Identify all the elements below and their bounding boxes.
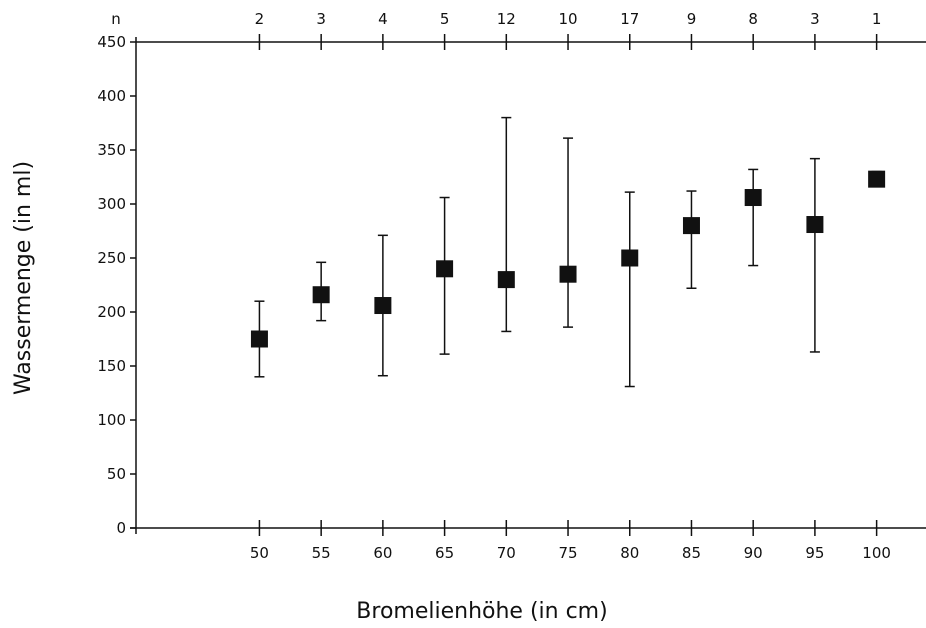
x-tick-label: 85 [682, 544, 701, 562]
top-n-ticks: 2 3 4 5 12 10 17 9 8 3 1 [255, 10, 882, 50]
data-point-square [312, 286, 330, 304]
y-tick-label: 0 [116, 519, 126, 537]
n-tick-label: 1 [872, 10, 882, 28]
data-point-square [250, 330, 268, 348]
x-tick-label: 80 [620, 544, 639, 562]
x-tick-label: 70 [497, 544, 516, 562]
y-tick-label: 400 [97, 87, 126, 105]
data-point-square [621, 249, 639, 267]
y-axis-title: Wassermenge (in ml) [11, 161, 36, 395]
n-tick-label: 8 [748, 10, 758, 28]
y-tick-label: 300 [97, 195, 126, 213]
data-point-square [682, 217, 700, 235]
data-point-square [497, 271, 515, 289]
x-tick-label: 75 [558, 544, 577, 562]
n-tick-label: 5 [440, 10, 450, 28]
n-tick-label: 9 [687, 10, 697, 28]
data-markers [250, 170, 886, 348]
data-point-square [806, 216, 824, 234]
data-point-square [744, 189, 762, 207]
data-point-square [374, 297, 392, 315]
x-tick-label: 95 [805, 544, 824, 562]
y-axis-ticks: 0 50 100 150 200 250 300 350 400 450 [97, 33, 136, 537]
x-tick-label: 90 [744, 544, 763, 562]
n-tick-label: 17 [620, 10, 639, 28]
data-point-square [436, 260, 454, 278]
error-bars [254, 116, 882, 388]
n-tick-label: 3 [316, 10, 326, 28]
top-axis-n-label: n [111, 10, 121, 28]
y-tick-label: 50 [107, 465, 126, 483]
n-tick-label: 2 [255, 10, 265, 28]
data-point-square [868, 170, 886, 188]
y-tick-label: 350 [97, 141, 126, 159]
n-tick-label: 10 [558, 10, 577, 28]
y-tick-label: 100 [97, 411, 126, 429]
data-point-square [559, 265, 577, 283]
n-tick-label: 12 [497, 10, 516, 28]
x-axis-ticks: 50 55 60 65 70 75 80 85 90 95 100 [250, 520, 891, 562]
x-axis-title: Bromelienhöhe (in cm) [356, 599, 607, 624]
x-tick-label: 50 [250, 544, 269, 562]
y-tick-label: 250 [97, 249, 126, 267]
x-tick-label: 60 [373, 544, 392, 562]
x-tick-label: 100 [862, 544, 891, 562]
n-tick-label: 4 [378, 10, 388, 28]
y-tick-label: 450 [97, 33, 126, 51]
n-tick-label: 3 [810, 10, 820, 28]
y-tick-label: 200 [97, 303, 126, 321]
plot-frame [130, 37, 926, 534]
x-tick-label: 55 [312, 544, 331, 562]
x-tick-label: 65 [435, 544, 454, 562]
y-tick-label: 150 [97, 357, 126, 375]
